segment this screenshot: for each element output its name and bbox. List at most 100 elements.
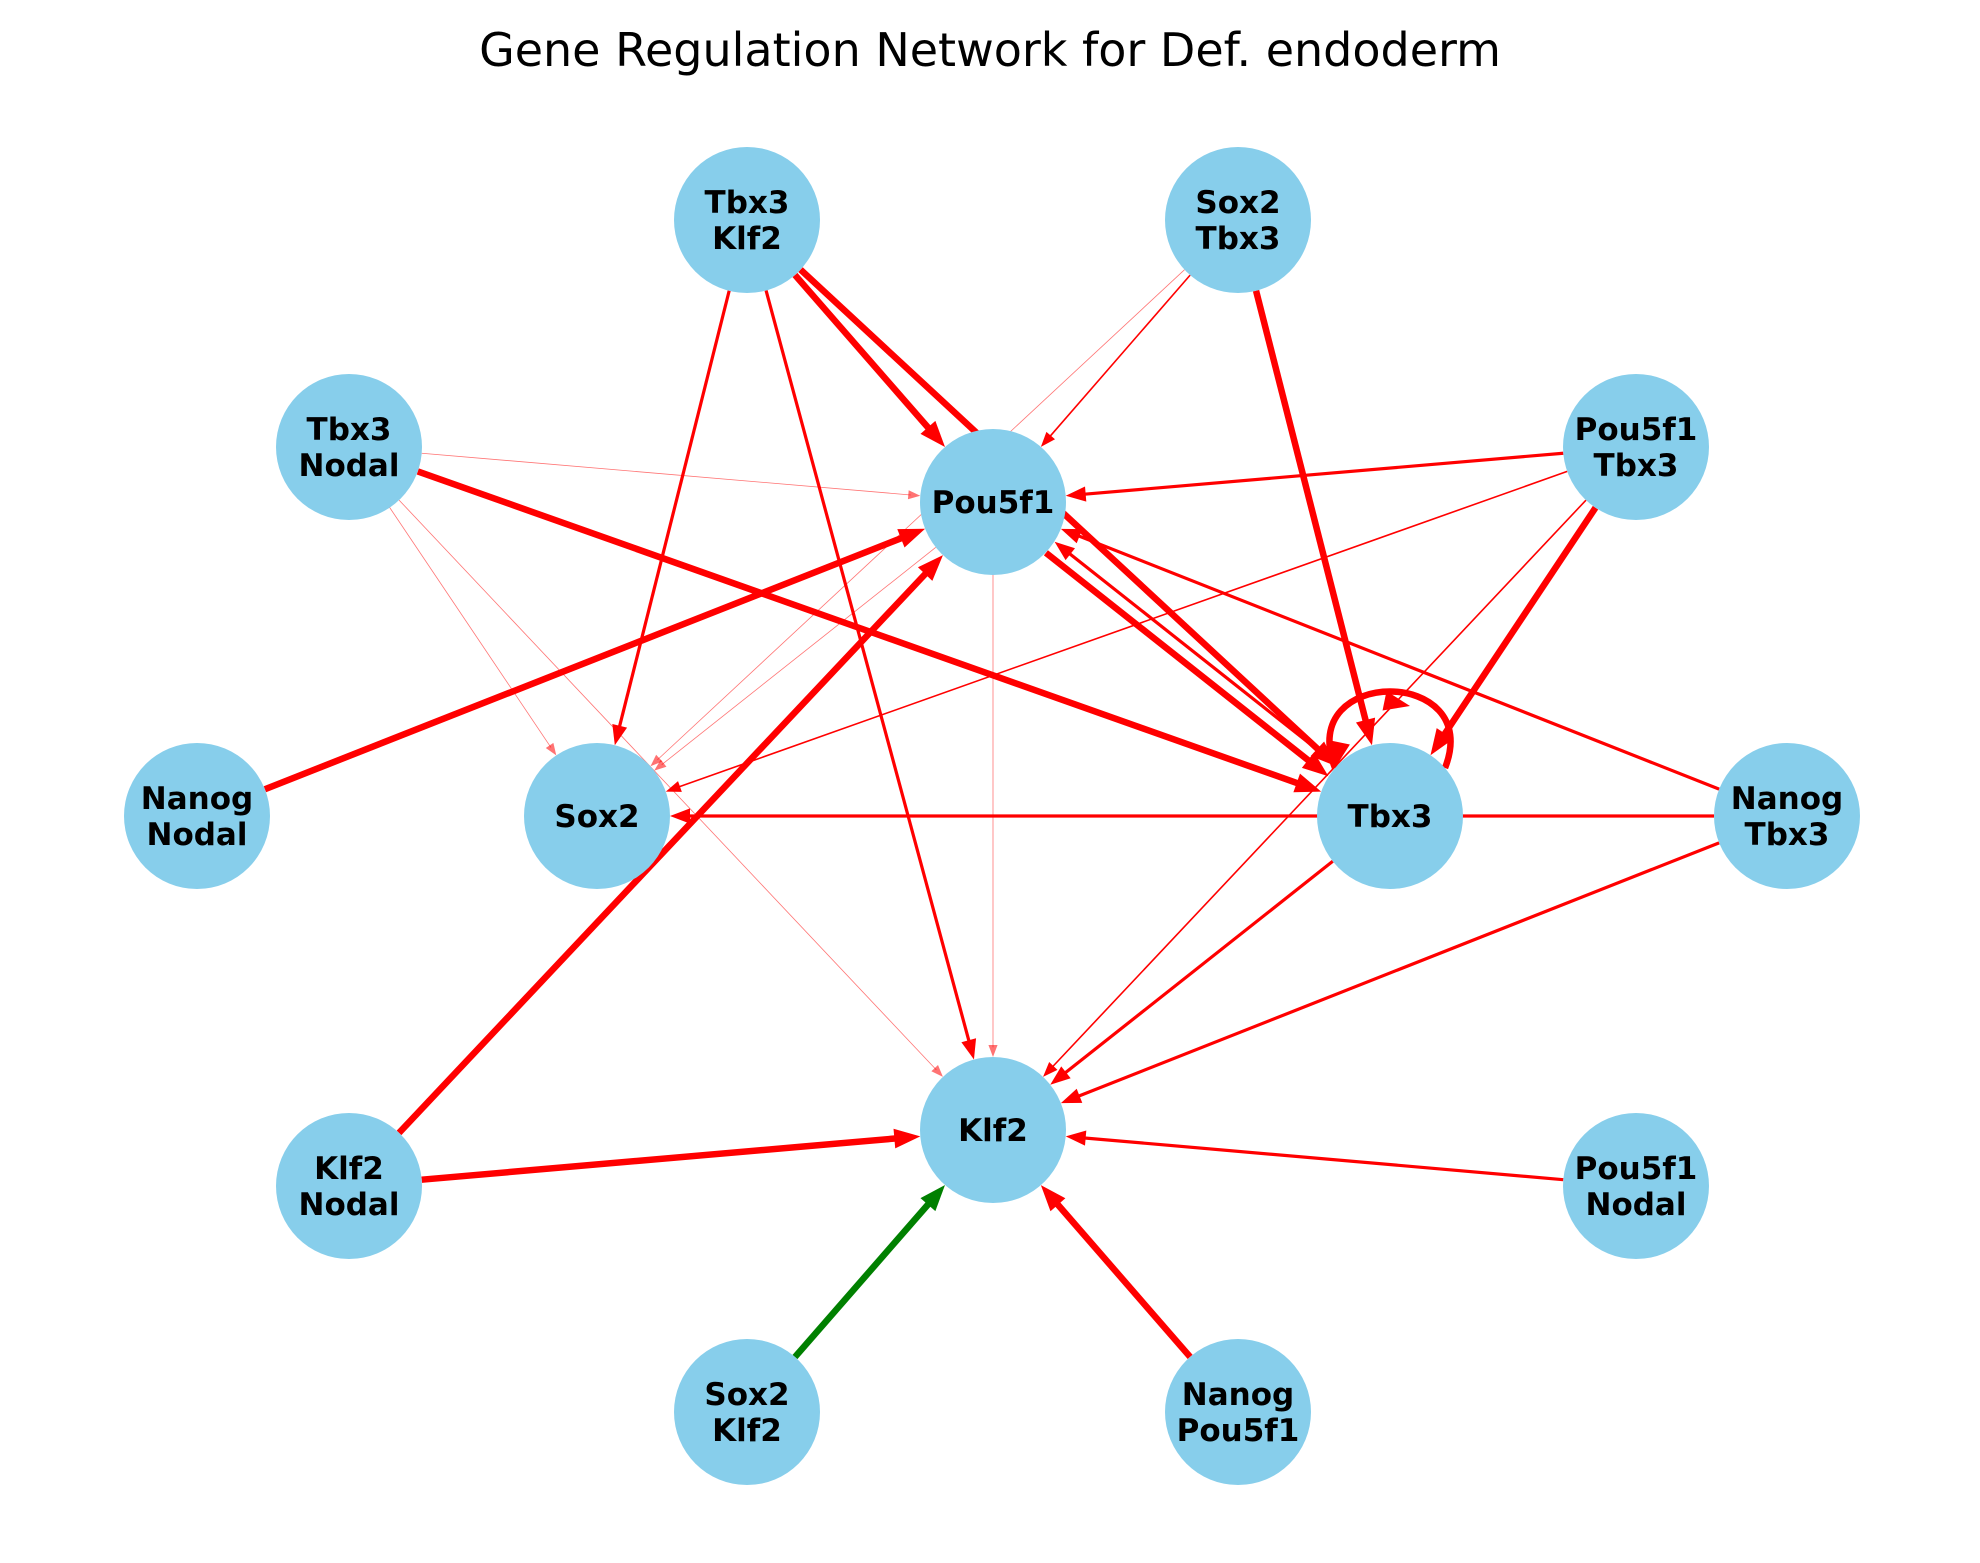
edge-tbx3_klf2-to-sox2 (612, 290, 731, 746)
edge-arrowhead (1065, 486, 1087, 502)
edge-arrowhead (1355, 717, 1376, 746)
node-label: Sox2 (554, 799, 639, 835)
edge-arrowhead (1430, 728, 1454, 756)
node-label: Sox2 (1195, 185, 1280, 221)
edge-line (1066, 550, 1339, 767)
node-circle (276, 374, 422, 520)
edge-arrowhead (654, 759, 667, 771)
node-circle (674, 147, 820, 293)
edge-arrowhead (907, 490, 921, 500)
node-label: Pou5f1 (1575, 412, 1698, 448)
edge-sox2_tbx3-to-sox2 (650, 269, 1185, 767)
edge-line (1081, 451, 1564, 497)
diagram-title: Gene Regulation Network for Def. endoder… (479, 23, 1501, 77)
edge-line (416, 468, 1303, 788)
edge-tbx3_nodal-to-tbx3 (416, 468, 1322, 793)
node-circle (124, 743, 270, 889)
node-circle (1165, 147, 1311, 293)
edge-nanog_tbx3-to-pou5f1 (1060, 528, 1720, 791)
node-circle (524, 743, 670, 889)
edge-arrowhead (650, 754, 663, 767)
node-circle (276, 1113, 422, 1259)
edge-arrowhead (1301, 752, 1329, 777)
edge-pou5f1_tbx3-to-klf2 (1043, 499, 1587, 1077)
edge-tbx3_klf2-to-pou5f1 (792, 272, 946, 447)
edge-nanog_nodal-to-pou5f1 (263, 528, 926, 793)
edge-pou5f1_tbx3-to-pou5f1 (1065, 451, 1564, 502)
edge-pou5f1-to-sox2 (654, 547, 937, 771)
edge-line (657, 269, 1185, 761)
edge-tbx3_nodal-to-pou5f1 (421, 452, 921, 500)
node-label: Pou5f1 (932, 485, 1055, 521)
edge-sox2_tbx3-to-pou5f1 (1040, 274, 1191, 447)
edge-arrowhead (1382, 691, 1410, 711)
edge-line (1075, 533, 1720, 791)
node-label: Nanog (1182, 1377, 1294, 1413)
edge-klf2_nodal-to-klf2 (421, 1128, 921, 1183)
edge-tbx3-to-klf2 (1050, 860, 1334, 1085)
edge-line (1050, 499, 1587, 1069)
edge-nanog_pou5f1-to-klf2 (1040, 1185, 1193, 1360)
edge-tbx3_klf2-to-klf2 (764, 290, 977, 1060)
edge-line (396, 568, 932, 1136)
edge-arrowhead (897, 528, 926, 548)
edge-line (263, 533, 907, 793)
edge-arrowhead (1065, 1130, 1087, 1146)
node-circle (674, 1339, 820, 1485)
edge-pou5f1_nodal-to-klf2 (1065, 1130, 1564, 1182)
edge-arrowhead (1293, 773, 1322, 793)
node-circle (920, 1057, 1066, 1203)
node-label: Klf2 (314, 1151, 384, 1187)
edge-arrowhead (917, 555, 943, 581)
edge-pou5f1-to-klf2 (988, 575, 998, 1057)
edge-line (1439, 505, 1599, 740)
edge-arrowhead (545, 742, 557, 756)
node-tbx3: Tbx3 (1317, 743, 1463, 889)
edge-line (1061, 860, 1334, 1077)
node-pou5f1: Pou5f1 (920, 429, 1066, 575)
edge-line (676, 470, 1568, 789)
edge-arrowhead (1054, 541, 1075, 561)
node-label: Tbx3 (1196, 221, 1281, 257)
node-label: Tbx3 (1348, 799, 1433, 835)
node-label: Nanog (1731, 781, 1843, 817)
edge-arrowhead (1060, 1088, 1083, 1104)
node-circle (1563, 374, 1709, 520)
node-circle (1563, 1113, 1709, 1259)
edge-line (1075, 841, 1720, 1099)
edge-arrowhead (920, 1185, 946, 1212)
node-label: Tbx3 (1745, 817, 1830, 853)
edge-line (792, 1198, 934, 1360)
edge-arrowhead (961, 1038, 977, 1060)
node-sox2: Sox2 (524, 743, 670, 889)
edge-line (617, 290, 731, 731)
node-label: Nodal (147, 817, 248, 853)
edge-line (398, 499, 937, 1071)
edge-tbx3-to-tbx3 (1326, 688, 1454, 770)
node-label: Nodal (299, 448, 400, 484)
node-label: Tbx3 (307, 412, 392, 448)
edge-line (1048, 274, 1191, 439)
node-label: Sox2 (704, 1377, 789, 1413)
edge-klf2_nodal-to-pou5f1 (396, 555, 943, 1136)
edge-line (389, 507, 552, 748)
edge-line (1326, 688, 1454, 770)
node-label: Klf2 (712, 221, 782, 257)
edge-arrowhead (1040, 431, 1056, 447)
node-label: Pou5f1 (1575, 1151, 1698, 1187)
edge-nanog_tbx3-to-klf2 (1060, 841, 1720, 1104)
node-label: Klf2 (712, 1413, 782, 1449)
node-circle (1165, 1339, 1311, 1485)
edge-sox2_tbx3-to-tbx3 (1252, 289, 1376, 746)
edge-pou5f1_tbx3-to-tbx3 (1430, 505, 1599, 756)
edges (263, 267, 1720, 1360)
